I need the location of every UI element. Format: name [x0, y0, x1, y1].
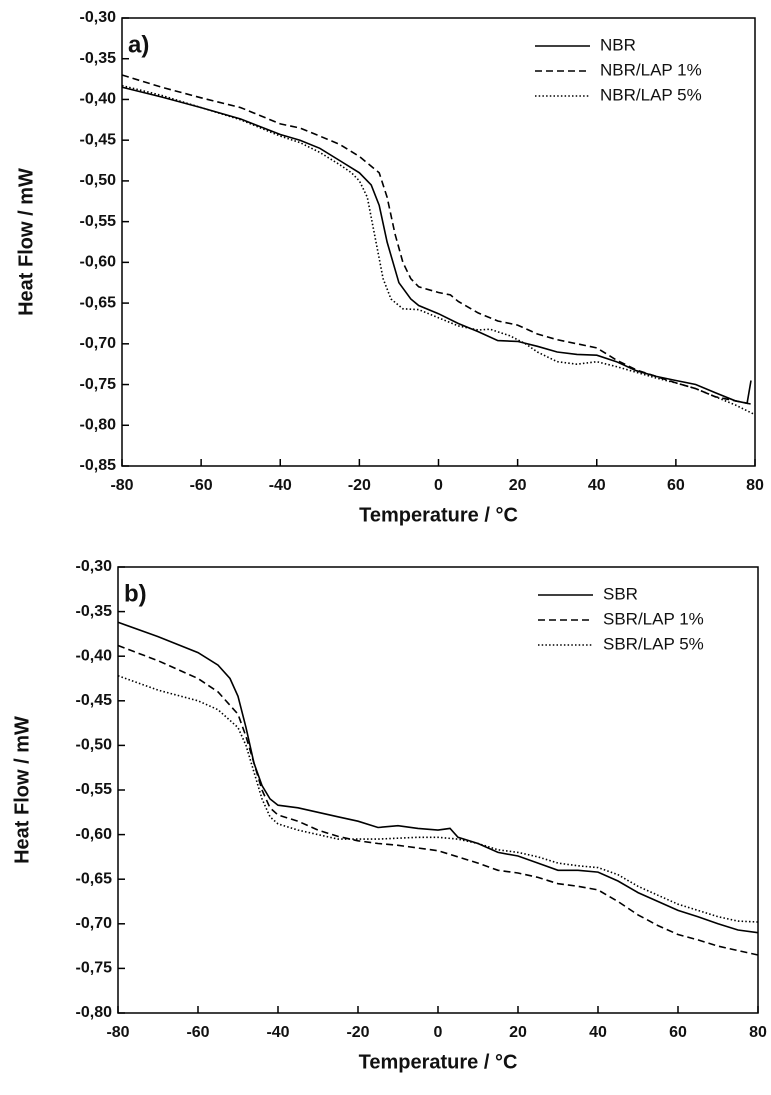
x-tick-label: 0: [434, 477, 443, 494]
panel-label: a): [128, 31, 149, 58]
y-tick-label: -0,75: [76, 960, 113, 977]
panel-label: b): [124, 580, 147, 607]
x-tick-label: 80: [746, 477, 764, 494]
y-tick-label: -0,75: [80, 376, 117, 393]
y-tick-label: -0,80: [80, 416, 117, 433]
plot-frame: [121, 17, 756, 467]
x-axis-title: Temperature / °C: [359, 504, 518, 526]
x-tick-label: 40: [588, 477, 606, 494]
x-tick-label: 0: [434, 1024, 443, 1041]
y-tick-label: -0,50: [80, 172, 117, 189]
y-tick-label: -0,70: [80, 335, 117, 352]
y-tick-label: -0,40: [80, 91, 117, 108]
legend-label: SBR/LAP 5%: [603, 634, 704, 653]
legend-label: NBR/LAP 5%: [600, 85, 702, 104]
y-tick-label: -0,45: [80, 131, 117, 148]
x-tick-label: 20: [509, 1024, 527, 1041]
legend-label: NBR/LAP 1%: [600, 60, 702, 79]
y-tick-label: -0,65: [76, 870, 113, 887]
y-tick-label: -0,60: [76, 826, 113, 843]
y-axis-title: Heat Flow / mW: [11, 716, 33, 864]
x-tick-label: 20: [509, 477, 527, 494]
x-tick-label: -80: [110, 477, 133, 494]
y-tick-label: -0,40: [76, 647, 113, 664]
x-tick-label: 60: [667, 477, 685, 494]
x-tick-label: -60: [186, 1024, 209, 1041]
x-tick-label: 80: [749, 1024, 767, 1041]
x-tick-label: -40: [266, 1024, 289, 1041]
y-tick-label: -0,55: [80, 213, 117, 230]
y-tick-label: -0,50: [76, 737, 113, 754]
y-tick-label: -0,70: [76, 915, 113, 932]
y-tick-label: -0,45: [76, 692, 113, 709]
x-tick-label: 40: [589, 1024, 607, 1041]
y-axis-title: Heat Flow / mW: [15, 168, 37, 316]
legend-label: NBR: [600, 35, 636, 54]
legend-label: SBR: [603, 584, 638, 603]
y-tick-label: -0,55: [76, 781, 113, 798]
y-tick-label: -0,85: [80, 457, 117, 474]
x-tick-label: -80: [106, 1024, 129, 1041]
series-line: [121, 86, 752, 405]
y-tick-label: -0,35: [76, 603, 113, 620]
legend-label: SBR/LAP 1%: [603, 609, 704, 628]
y-tick-label: -0,65: [80, 294, 117, 311]
x-tick-label: 60: [669, 1024, 687, 1041]
y-tick-label: -0,30: [80, 9, 117, 26]
x-tick-label: -60: [190, 477, 213, 494]
series-line: [117, 621, 759, 934]
series-line: [121, 84, 756, 416]
y-tick-label: -0,80: [76, 1004, 113, 1021]
y-tick-label: -0,35: [80, 50, 117, 67]
series-line: [117, 644, 759, 956]
x-tick-label: -20: [348, 477, 371, 494]
y-tick-label: -0,60: [80, 254, 117, 271]
x-tick-label: -40: [269, 477, 292, 494]
plot-frame: [117, 566, 759, 1014]
series-line: [121, 74, 756, 406]
x-axis-title: Temperature / °C: [359, 1051, 518, 1073]
x-tick-label: -20: [346, 1024, 369, 1041]
series-line: [117, 675, 759, 923]
y-tick-label: -0,30: [76, 558, 113, 575]
